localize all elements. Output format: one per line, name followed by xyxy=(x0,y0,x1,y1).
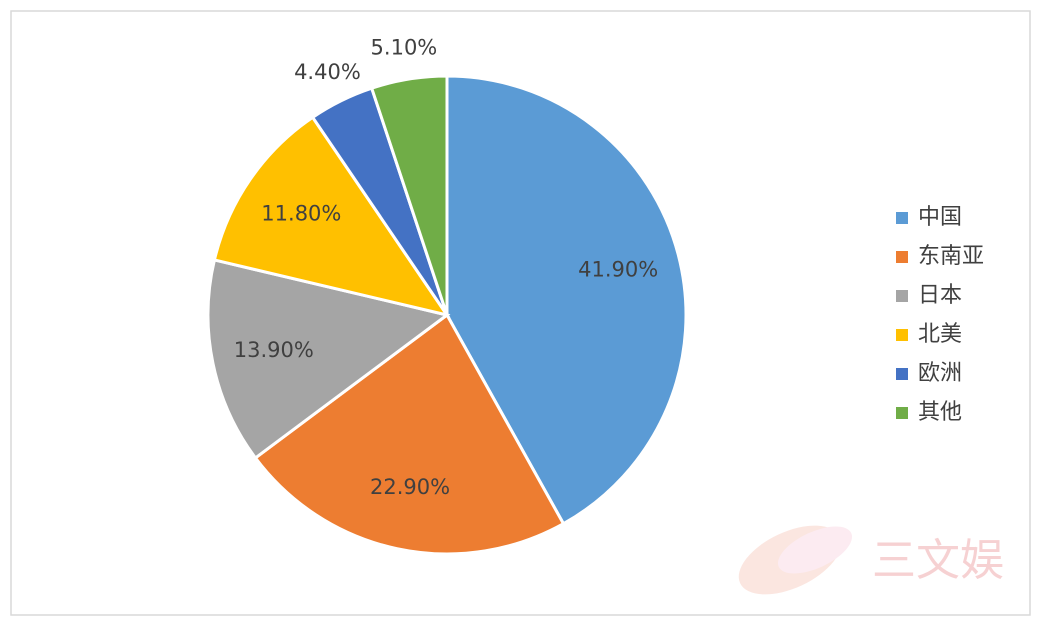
pie-slice xyxy=(212,115,451,318)
data-label: 4.40% xyxy=(294,60,361,84)
legend-label: 日本 xyxy=(918,283,962,308)
legend-swatch xyxy=(896,251,908,263)
legend-label: 东南亚 xyxy=(918,244,984,269)
legend-swatch xyxy=(896,212,908,224)
legend-label: 中国 xyxy=(918,205,962,230)
legend-swatch xyxy=(896,329,908,341)
pie-slice xyxy=(206,258,451,460)
pie-slice xyxy=(253,312,566,556)
legend-label: 欧洲 xyxy=(918,361,962,386)
data-label: 13.90% xyxy=(234,338,314,362)
legend-label: 其他 xyxy=(918,400,962,425)
watermark-logo xyxy=(738,525,853,595)
pie-slice xyxy=(445,74,688,526)
legend-swatch xyxy=(896,368,908,380)
legend-swatch xyxy=(896,407,908,419)
data-label: 41.90% xyxy=(578,257,658,281)
data-label: 11.80% xyxy=(261,202,341,226)
watermark: 三文娱 xyxy=(872,535,1004,586)
legend-swatch xyxy=(896,290,908,302)
legend-label: 北美 xyxy=(918,322,962,347)
data-label: 5.10% xyxy=(371,35,438,59)
pie-slice xyxy=(369,74,449,316)
data-label: 22.90% xyxy=(370,475,450,499)
